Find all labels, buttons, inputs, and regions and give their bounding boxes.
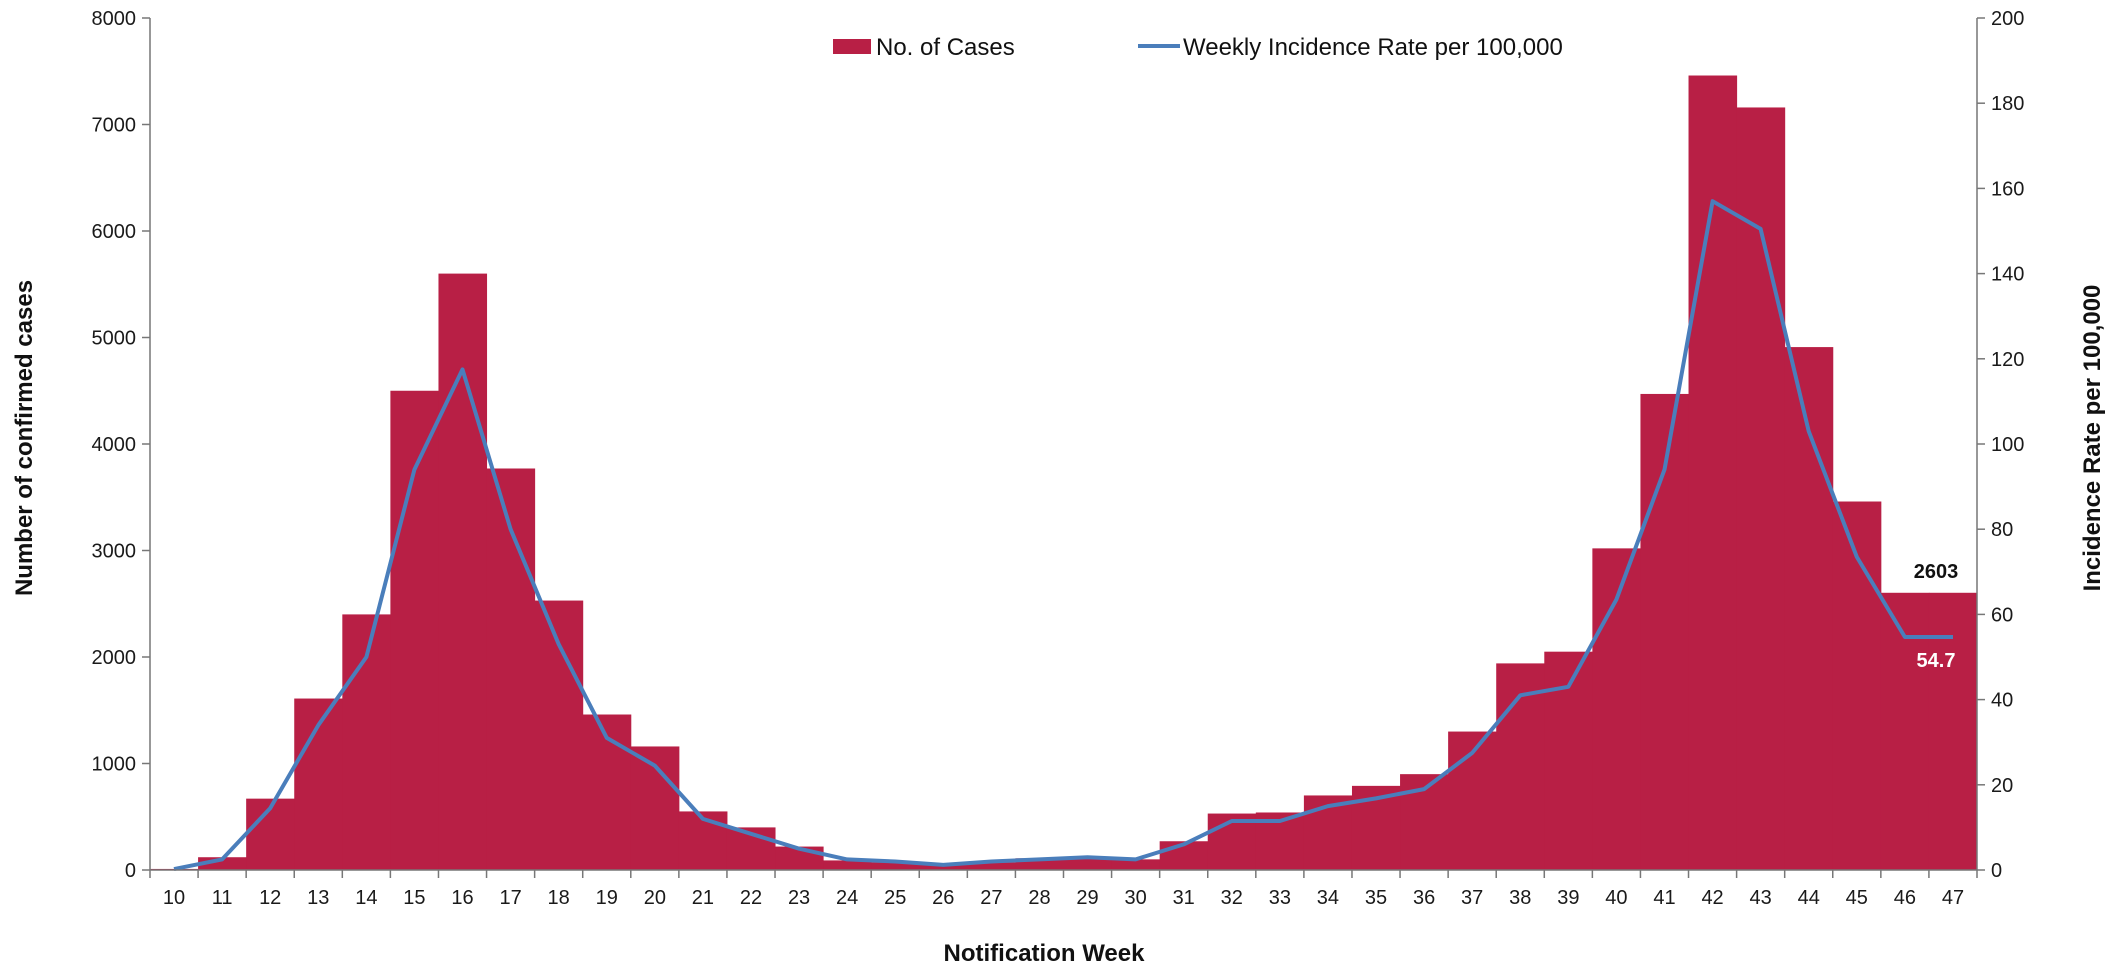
incidence-rate-line [173,199,1953,872]
legend-label-rate: Weekly Incidence Rate per 100,000 [1183,34,1563,61]
last-cases-data-label: 2603 [1914,561,1959,583]
x-tick-label: 39 [1557,887,1579,909]
bar-week-45 [1832,501,1882,870]
x-tick-label: 21 [692,887,714,909]
left-tick-label: 1000 [92,754,137,776]
bar-week-28 [1015,858,1064,870]
right-tick-label: 100 [1991,434,2024,456]
x-tick-label: 47 [1942,887,1964,909]
x-tick-label: 17 [499,887,521,909]
right-tick-label: 160 [1991,178,2024,200]
right-tick-label: 140 [1991,264,2024,286]
legend-label-cases: No. of Cases [876,34,1015,61]
x-tick-label: 25 [884,887,906,909]
left-tick-label: 6000 [92,221,137,243]
bar-week-24 [823,860,872,870]
x-tick-label: 32 [1221,887,1243,909]
x-tick-label: 27 [980,887,1002,909]
right-tick-label: 0 [1991,860,2002,882]
x-tick-label: 33 [1269,887,1291,909]
left-tick-label: 3000 [92,541,137,563]
x-tick-label: 19 [596,887,618,909]
x-tick-label: 15 [403,887,425,909]
x-tick-label: 20 [644,887,666,909]
bar-week-21 [678,811,728,870]
x-tick-label: 18 [548,887,570,909]
bar-week-30 [1111,859,1161,870]
x-tick-label: 44 [1798,887,1820,909]
right-tick-label: 60 [1991,604,2013,626]
bar-week-16 [438,273,488,871]
bar-week-42 [1688,75,1738,870]
left-tick-label: 2000 [92,647,137,669]
x-tick-label: 42 [1701,887,1723,909]
x-tick-label: 38 [1509,887,1531,909]
x-tick-label: 31 [1173,887,1195,909]
x-tick-label: 14 [355,887,377,909]
x-tick-label: 22 [740,887,762,909]
x-tick-label: 12 [259,887,281,909]
bar-week-17 [486,468,536,870]
x-tick-label: 45 [1846,887,1868,909]
x-tick-label: 29 [1076,887,1098,909]
x-tick-label: 43 [1750,887,1772,909]
bar-week-25 [871,862,920,870]
x-tick-label: 35 [1365,887,1387,909]
right-tick-label: 20 [1991,775,2013,797]
right-tick-label: 180 [1991,93,2024,115]
x-tick-label: 46 [1894,887,1916,909]
x-tick-label: 26 [932,887,954,909]
x-tick-label: 28 [1028,887,1050,909]
bar-week-15 [390,390,439,870]
bar-week-26 [919,864,968,870]
left-axis-ticks: 0 1000 2000 3000 4000 5000 6000 7000 8000 [92,8,150,882]
legend: No. of Cases Weekly Incidence Rate per 1… [833,34,1563,61]
x-tick-label: 36 [1413,887,1435,909]
bar-week-27 [967,862,1016,870]
x-axis-ticks: 10 11 12 13 14 15 16 17 18 19 20 21 22 23 24 25 26 27 28 29… [149,870,1978,909]
last-rate-data-label: 54.7 [1917,650,1956,672]
x-tick-label: 23 [788,887,810,909]
x-tick-label: 16 [451,887,473,909]
left-tick-label: 7000 [92,115,137,137]
left-axis-title: Number of confirmed cases [11,280,38,596]
line-layer [173,199,1954,872]
right-tick-label: 120 [1991,349,2024,371]
x-tick-label: 41 [1653,887,1675,909]
x-tick-label: 24 [836,887,858,909]
x-tick-label: 11 [212,887,233,909]
x-tick-label: 34 [1317,887,1339,909]
bar-week-29 [1063,857,1113,870]
left-tick-label: 5000 [92,328,137,350]
bars-layer [150,75,1978,871]
right-tick-label: 80 [1991,519,2013,541]
bar-week-19 [582,714,632,870]
x-tick-label: 13 [307,887,329,909]
bar-week-47 [1928,592,1978,870]
x-axis-title: Notification Week [944,940,1146,965]
bar-week-43 [1736,107,1786,870]
legend-swatch-cases [833,39,871,54]
x-tick-label: 40 [1605,887,1627,909]
right-axis-title: Incidence Rate per 100,000 [2079,285,2106,592]
left-tick-label: 4000 [92,434,137,456]
right-tick-label: 40 [1991,690,2013,712]
x-tick-label: 30 [1124,887,1146,909]
left-tick-label: 0 [125,860,136,882]
right-axis-ticks: 0 20 40 60 80 100 120 140 160 180 200 [1977,8,2024,882]
x-tick-label: 37 [1461,887,1483,909]
x-tick-label: 10 [163,887,185,909]
right-tick-label: 200 [1991,8,2024,30]
left-tick-label: 8000 [92,8,137,30]
